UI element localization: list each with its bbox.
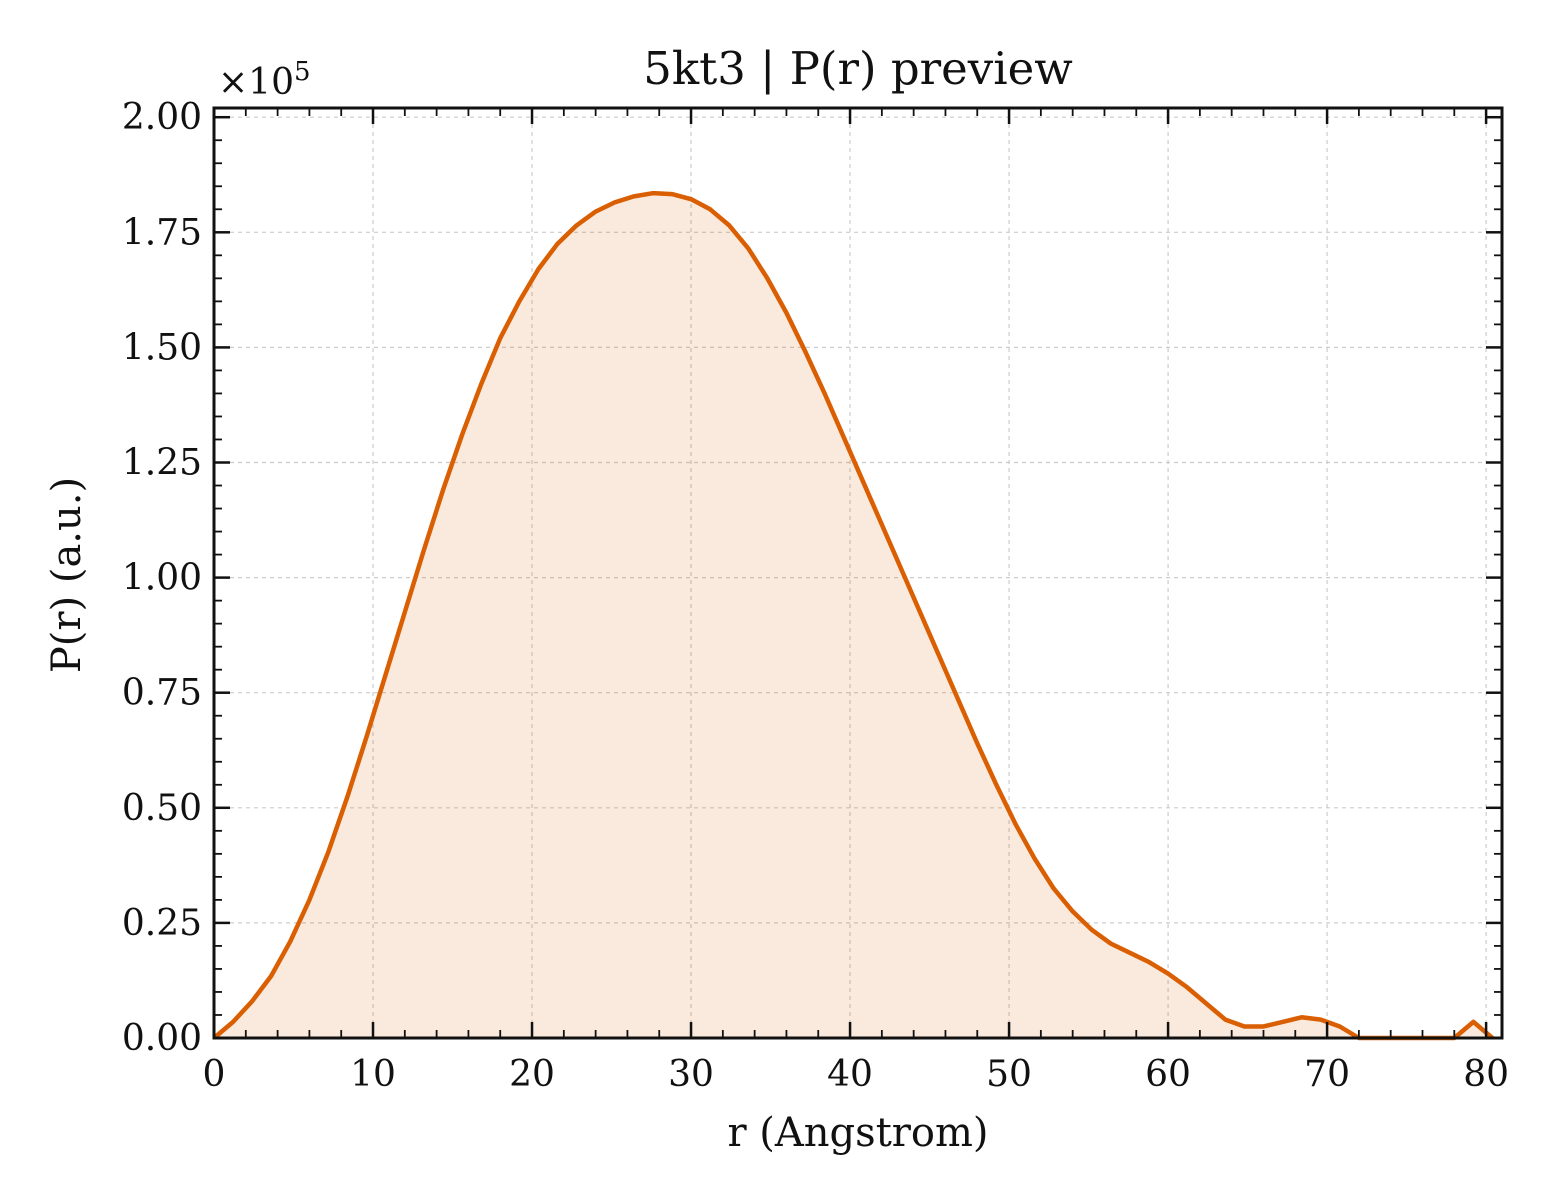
x-tick-label: 30: [668, 1054, 714, 1095]
x-axis-label: r (Angstrom): [727, 1110, 988, 1156]
plot-frame: [212, 106, 1504, 1040]
x-tick-label: 80: [1463, 1054, 1509, 1095]
y-multiplier-label: ×105: [218, 57, 311, 103]
y-multiplier-exponent: 5: [294, 57, 311, 87]
y-tick-label: 2.00: [122, 97, 202, 138]
y-tick-label: 1.50: [122, 327, 202, 368]
y-multiplier-base: ×10: [218, 62, 294, 103]
x-tick-label: 60: [1145, 1054, 1191, 1095]
x-tick-label: 0: [203, 1054, 226, 1095]
x-tick-label: 70: [1304, 1054, 1350, 1095]
series-line: [212, 190, 1494, 1041]
x-tick-label: 40: [827, 1054, 873, 1095]
y-tick-label: 0.25: [122, 903, 202, 944]
tick-labels: 0 10 20 30 40 50 60 70 80 0.00 0.25 0.50 0.75 1.00 1.2…: [122, 97, 1509, 1095]
y-tick-label: 0.50: [122, 788, 202, 829]
chart-title: 5kt3 | P(r) preview: [643, 42, 1073, 95]
y-tick-label: 1.75: [122, 212, 202, 253]
x-tick-label: 10: [350, 1054, 396, 1095]
y-tick-label: 1.00: [122, 558, 202, 599]
y-tick-label: 0.00: [122, 1018, 202, 1059]
area-fill: [214, 193, 1493, 1039]
y-tick-label: 0.75: [122, 673, 202, 714]
y-axis-label: P(r) (a.u.): [44, 477, 90, 673]
x-tick-label: 50: [986, 1054, 1032, 1095]
grid: [213, 108, 1502, 1039]
y-tick-label: 1.25: [122, 443, 202, 484]
x-tick-label: 20: [509, 1054, 555, 1095]
